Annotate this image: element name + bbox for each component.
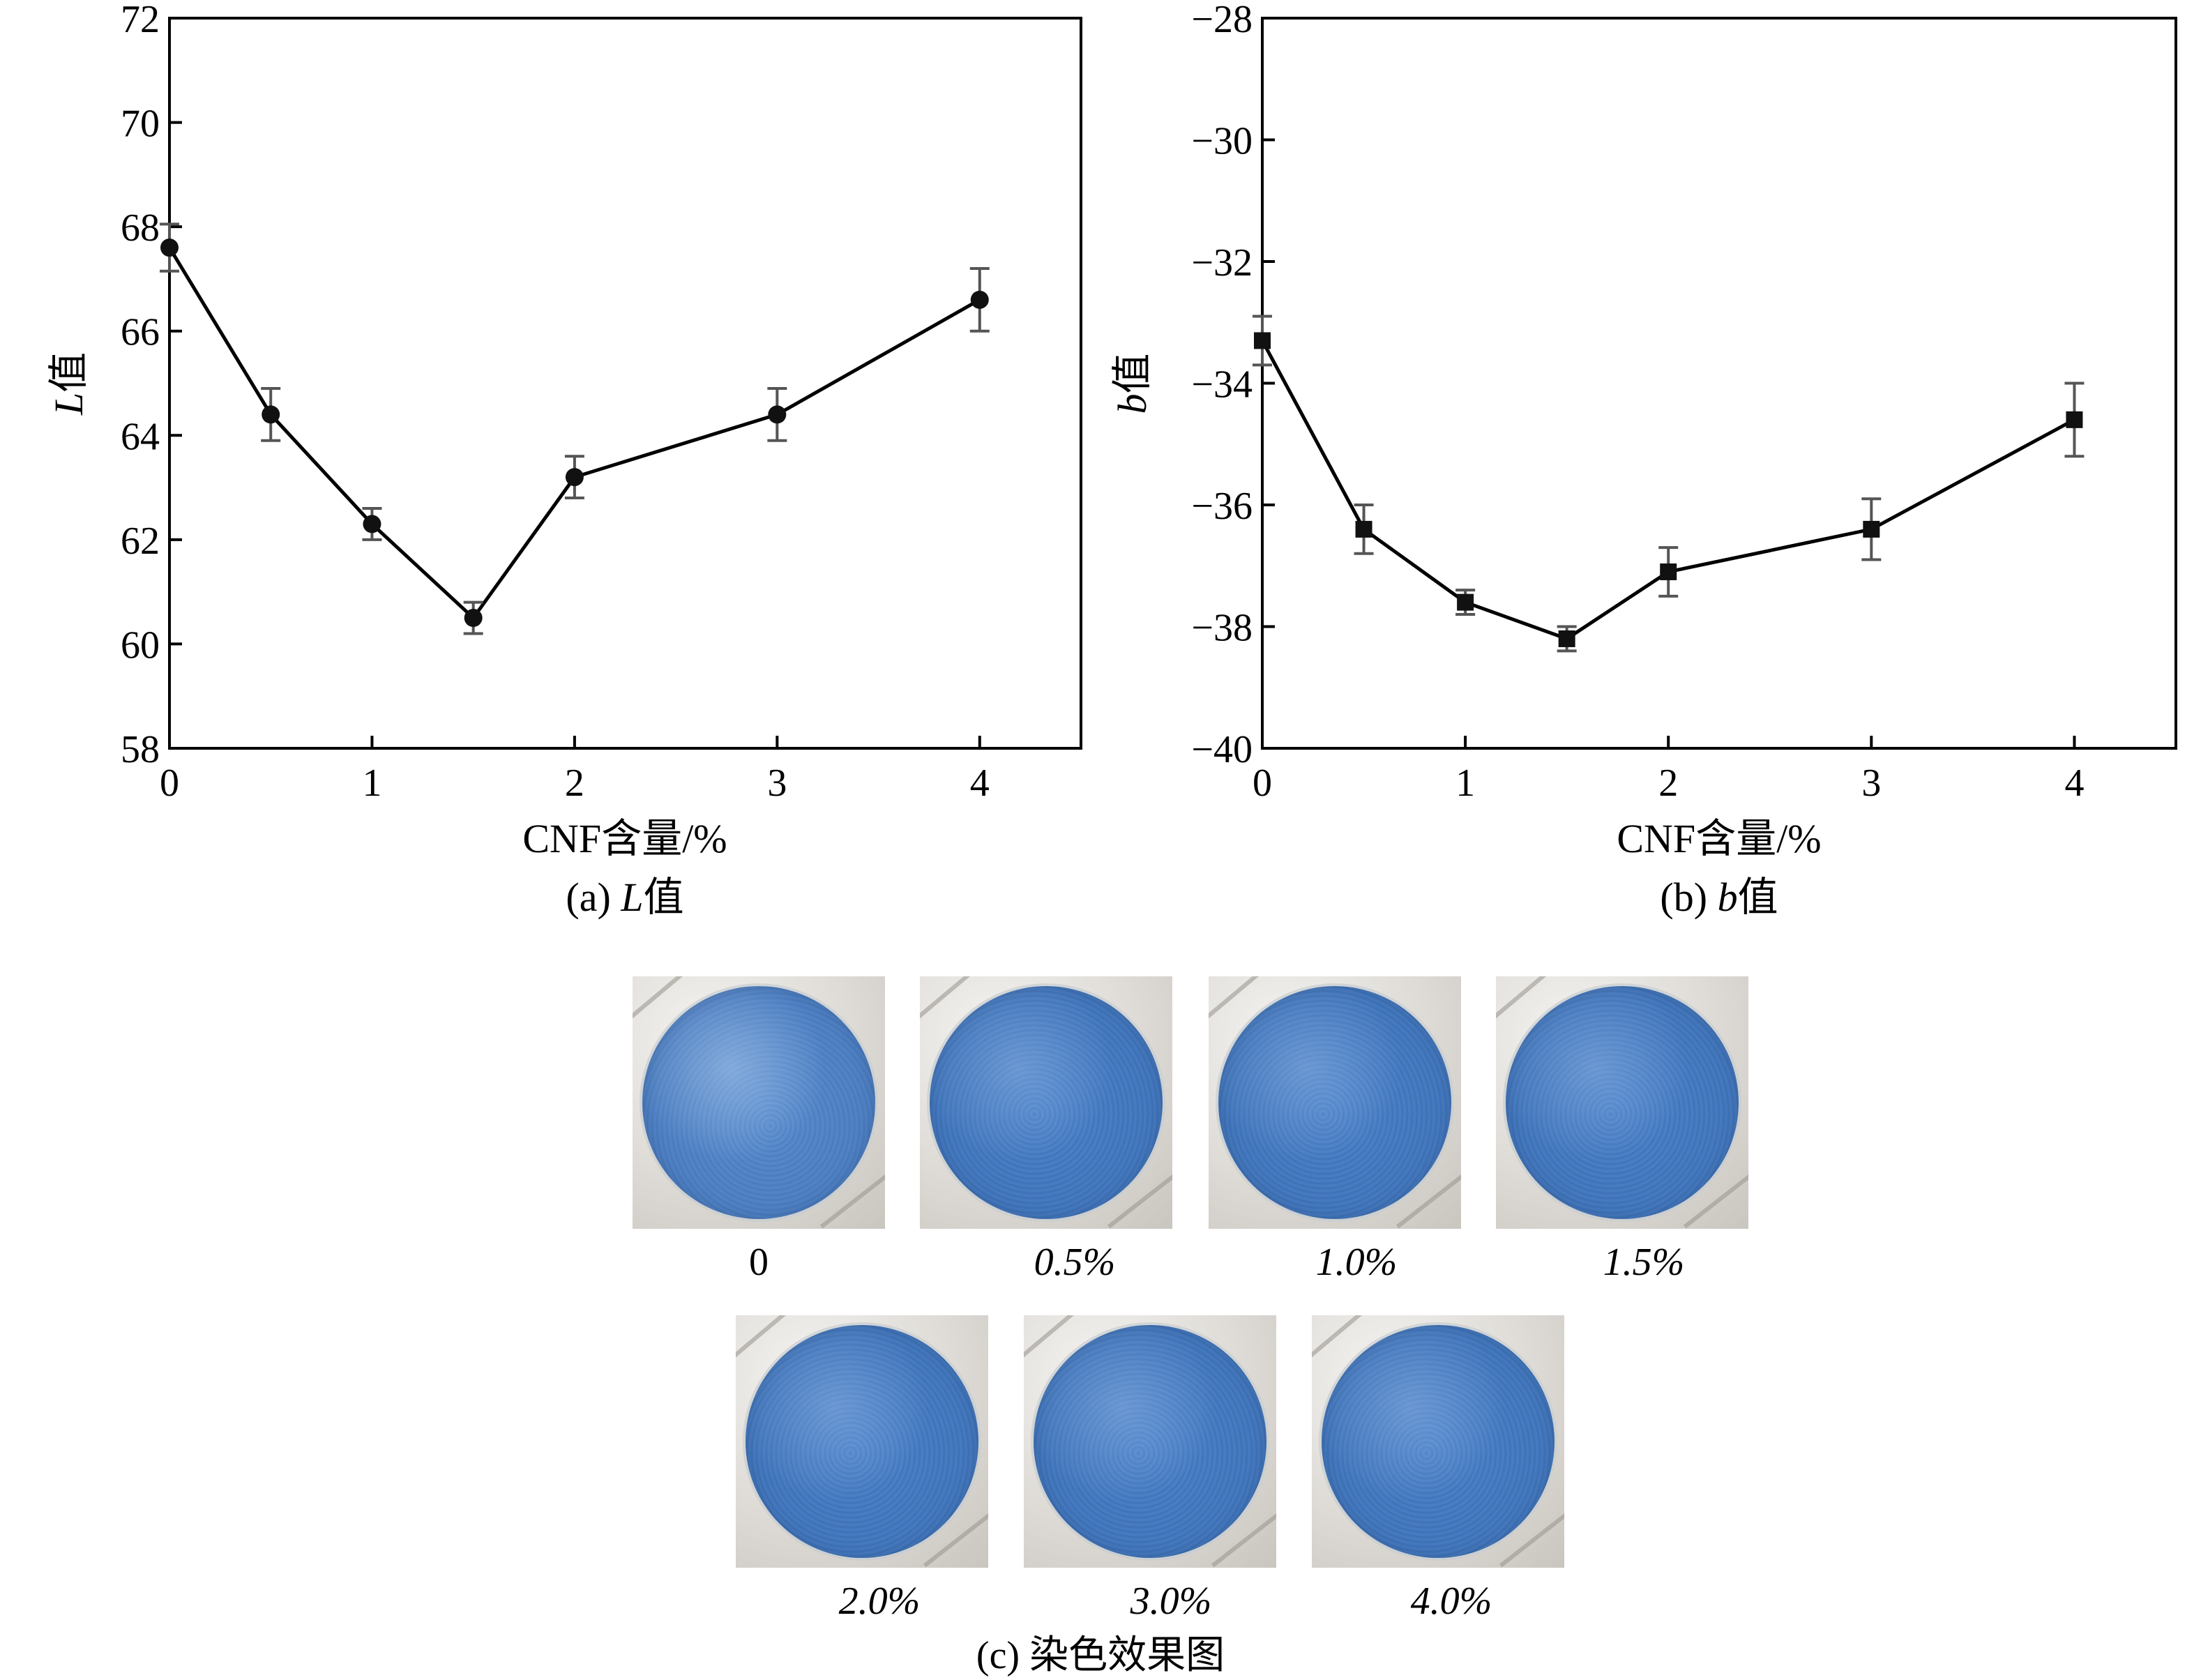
photo-label: 2.0%: [838, 1580, 921, 1623]
dyed-disc: [642, 986, 875, 1219]
y-ticks-a: 58 60 62 64 66 68 70 72: [121, 0, 182, 771]
y-tick-label: −40: [1191, 728, 1253, 771]
dyed-disc: [1218, 986, 1451, 1219]
y-tick-label: 64: [121, 415, 160, 458]
y-tick-label: 62: [121, 520, 160, 563]
photo-label: 3.0%: [1130, 1580, 1212, 1623]
sample-photo-0: [633, 976, 885, 1229]
chart-panel-l-value: 58 60 62 64 66 68 70 72 0 1 2 3 4 L值 CNF含量/% (a) L值: [46, 0, 1082, 920]
y-tick-label: −32: [1191, 241, 1253, 285]
y-axis-label-a: L值: [46, 352, 91, 416]
sample-photo-3.0: [1024, 1315, 1276, 1568]
y-tick-label: 72: [121, 0, 160, 41]
data-point: [1660, 563, 1677, 580]
dyed-disc: [746, 1325, 978, 1558]
y-axis-label-b: b值: [1110, 353, 1155, 414]
y-tick-label: −28: [1191, 0, 1253, 41]
y-tick-label: −36: [1191, 485, 1253, 528]
y-tick-label: 60: [121, 623, 160, 667]
x-ticks-a: 0 1 2 3 4: [160, 736, 990, 805]
data-point: [464, 609, 483, 628]
sample-photo-4.0: [1312, 1315, 1564, 1568]
data-point: [1863, 520, 1880, 538]
data-point: [565, 468, 584, 487]
x-tick-label: 4: [970, 762, 990, 805]
data-point: [2066, 411, 2083, 428]
plot-frame-a: [168, 17, 1082, 750]
sample-photo-0.5: [920, 976, 1172, 1229]
x-ticks-b: 0 1 2 3 4: [1253, 736, 2084, 805]
y-tick-label: −30: [1191, 120, 1253, 163]
sample-photo-1.0: [1209, 976, 1461, 1229]
x-tick-label: 2: [565, 762, 584, 805]
y-tick-label: 66: [121, 311, 160, 354]
photo-label: 4.0%: [1410, 1580, 1492, 1623]
dyed-disc: [1034, 1325, 1266, 1558]
x-tick-label: 2: [1658, 762, 1678, 805]
plot-frame-b: [1261, 17, 2177, 750]
x-tick-label: 0: [1253, 762, 1272, 805]
x-axis-label-a: CNF含量/%: [522, 816, 727, 861]
y-tick-label: 68: [121, 206, 160, 250]
sample-photo-2.0: [736, 1315, 988, 1568]
photo-label: 1.0%: [1315, 1241, 1398, 1284]
series-l-value: [160, 222, 990, 635]
x-tick-label: 1: [362, 762, 381, 805]
dyed-disc: [1506, 986, 1739, 1219]
panel-caption-b: (b) b值: [1660, 875, 1778, 920]
data-point: [160, 239, 179, 257]
x-tick-label: 3: [1861, 762, 1881, 805]
series-line: [167, 246, 981, 621]
data-point: [768, 405, 787, 424]
data-point: [970, 290, 989, 309]
x-tick-label: 4: [2064, 762, 2084, 805]
data-point: [1254, 332, 1271, 349]
y-tick-label: 70: [121, 103, 160, 146]
data-point: [1457, 593, 1474, 611]
charts-figure: 58 60 62 64 66 68 70 72 0 1 2 3 4 L值 CNF含量/% (a) L值…: [46, 0, 2177, 920]
x-axis-label-b: CNF含量/%: [1617, 816, 1821, 861]
x-tick-label: 0: [160, 762, 179, 805]
dyed-disc: [1322, 1325, 1555, 1558]
y-ticks-b: −40 −38 −36 −34 −32 −30 −28: [1191, 0, 1275, 771]
photo-label: 1.5%: [1603, 1241, 1685, 1284]
photo-label: 0: [749, 1241, 769, 1284]
series-b-value: [1253, 315, 2085, 653]
y-tick-label: −38: [1191, 607, 1253, 650]
dyed-disc: [930, 986, 1163, 1219]
x-tick-label: 3: [767, 762, 787, 805]
data-point: [1355, 520, 1372, 538]
chart-panel-b-value: −40 −38 −36 −34 −32 −30 −28 0 1 2 3 4 b值 CNF含量/% (…: [1110, 0, 2177, 920]
photos-caption: (c) 染色效果图: [976, 1634, 1225, 1677]
x-tick-label: 1: [1455, 762, 1475, 805]
photo-label: 0.5%: [1034, 1241, 1116, 1284]
data-point: [1558, 630, 1575, 647]
sample-photo-1.5: [1496, 976, 1748, 1229]
data-point: [262, 405, 280, 424]
y-tick-label: 58: [121, 728, 160, 771]
y-tick-label: −34: [1191, 363, 1253, 407]
data-point: [363, 515, 381, 533]
panel-caption-a: (a) L值: [566, 875, 683, 920]
